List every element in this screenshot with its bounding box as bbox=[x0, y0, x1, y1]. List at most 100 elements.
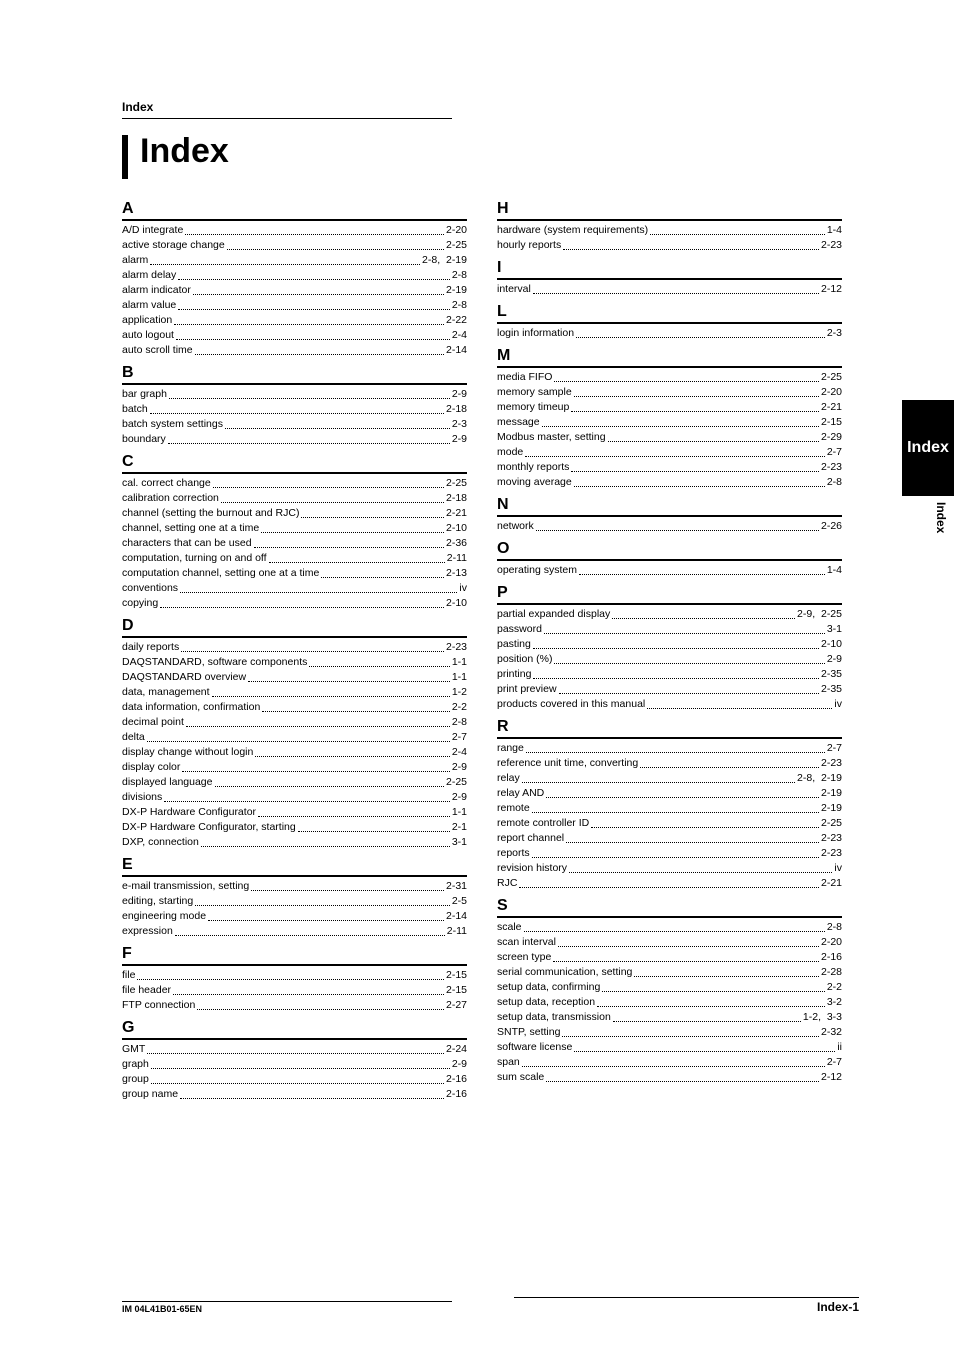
index-leader-dots bbox=[579, 563, 825, 575]
index-page-ref: 2-25 bbox=[821, 370, 842, 385]
index-term: data information, confirmation bbox=[122, 700, 260, 715]
index-page-ref: 2-23 bbox=[821, 460, 842, 475]
index-leader-dots bbox=[546, 786, 819, 798]
index-page-ref: 2-19 bbox=[821, 786, 842, 801]
index-term: alarm bbox=[122, 253, 148, 268]
index-entry: sum scale2-12 bbox=[497, 1070, 842, 1085]
index-entry: moving average2-8 bbox=[497, 475, 842, 490]
index-entry: alarm value2-8 bbox=[122, 298, 467, 313]
index-entry: decimal point2-8 bbox=[122, 715, 467, 730]
index-leader-dots bbox=[536, 519, 819, 531]
index-term: alarm indicator bbox=[122, 283, 191, 298]
index-section-letter: G bbox=[122, 1019, 467, 1040]
index-leader-dots bbox=[574, 1040, 835, 1052]
index-page-ref: 2-13 bbox=[446, 566, 467, 581]
index-entry: relay AND2-19 bbox=[497, 786, 842, 801]
index-leader-dots bbox=[647, 697, 832, 709]
index-page-ref: 1-1 bbox=[452, 670, 467, 685]
index-entry: network2-26 bbox=[497, 519, 842, 534]
index-entry: report channel2-23 bbox=[497, 831, 842, 846]
index-page-ref: 1-1 bbox=[452, 655, 467, 670]
index-term: print preview bbox=[497, 682, 557, 697]
index-term: printing bbox=[497, 667, 531, 682]
index-term: Modbus master, setting bbox=[497, 430, 606, 445]
index-page-ref: 2-7 bbox=[827, 741, 842, 756]
index-entry: password3-1 bbox=[497, 622, 842, 637]
index-leader-dots bbox=[602, 980, 825, 992]
index-section: Nnetwork2-26 bbox=[497, 496, 842, 534]
index-section-letter: F bbox=[122, 945, 467, 966]
running-head: Index bbox=[122, 100, 153, 114]
index-section: Rrange2-7reference unit time, converting… bbox=[497, 718, 842, 891]
index-entry: GMT2-24 bbox=[122, 1042, 467, 1057]
index-leader-dots bbox=[254, 536, 444, 548]
index-entry: active storage change2-25 bbox=[122, 238, 467, 253]
index-page-ref: 2-20 bbox=[821, 385, 842, 400]
index-leader-dots bbox=[213, 476, 444, 488]
index-leader-dots bbox=[197, 998, 444, 1010]
index-term: data, management bbox=[122, 685, 210, 700]
index-leader-dots bbox=[597, 995, 825, 1007]
index-section: AA/D integrate2-20active storage change2… bbox=[122, 200, 467, 358]
index-entry: daily reports2-23 bbox=[122, 640, 467, 655]
index-section-letter: O bbox=[497, 540, 842, 561]
index-leader-dots bbox=[554, 652, 824, 664]
index-leader-dots bbox=[544, 622, 825, 634]
index-page-ref: 2-14 bbox=[446, 343, 467, 358]
index-leader-dots bbox=[571, 400, 819, 412]
index-page-ref: 2-29 bbox=[821, 430, 842, 445]
index-page-ref: 2-12 bbox=[821, 282, 842, 297]
index-page-ref: 2-7 bbox=[452, 730, 467, 745]
index-entry: DX-P Hardware Configurator, starting2-1 bbox=[122, 820, 467, 835]
index-entry: A/D integrate2-20 bbox=[122, 223, 467, 238]
index-term: FTP connection bbox=[122, 998, 195, 1013]
index-leader-dots bbox=[576, 326, 825, 338]
index-page-ref: iv bbox=[834, 697, 842, 712]
index-section-letter: E bbox=[122, 856, 467, 877]
index-entry: scale2-8 bbox=[497, 920, 842, 935]
index-page-ref: 2-8 bbox=[827, 475, 842, 490]
index-page-ref: 2-8 bbox=[827, 920, 842, 935]
index-entry: computation, turning on and off2-11 bbox=[122, 551, 467, 566]
index-leader-dots bbox=[612, 607, 795, 619]
index-term: GMT bbox=[122, 1042, 145, 1057]
index-page-ref: 2-25 bbox=[446, 238, 467, 253]
index-leader-dots bbox=[176, 328, 450, 340]
index-page-ref: 1-4 bbox=[827, 563, 842, 578]
index-entry: divisions2-9 bbox=[122, 790, 467, 805]
index-leader-dots bbox=[558, 935, 819, 947]
index-entry: bar graph2-9 bbox=[122, 387, 467, 402]
index-term: media FIFO bbox=[497, 370, 552, 385]
index-leader-dots bbox=[147, 1042, 444, 1054]
index-leader-dots bbox=[533, 667, 819, 679]
index-leader-dots bbox=[173, 983, 444, 995]
index-page-ref: 2-27 bbox=[446, 998, 467, 1013]
index-term: reports bbox=[497, 846, 530, 861]
index-section-letter: M bbox=[497, 347, 842, 368]
index-entry: monthly reports2-23 bbox=[497, 460, 842, 475]
index-leader-dots bbox=[613, 1010, 801, 1022]
index-page-ref: 2-25 bbox=[446, 476, 467, 491]
index-section-letter: N bbox=[497, 496, 842, 517]
index-section: GGMT2-24graph2-9group2-16group name2-16 bbox=[122, 1019, 467, 1102]
index-page-ref: 3-2 bbox=[827, 995, 842, 1010]
index-leader-dots bbox=[164, 790, 450, 802]
index-leader-dots bbox=[309, 655, 449, 667]
index-section-letter: I bbox=[497, 259, 842, 280]
index-term: remote controller ID bbox=[497, 816, 589, 831]
index-page-ref: 2-7 bbox=[827, 1055, 842, 1070]
index-term: editing, starting bbox=[122, 894, 193, 909]
index-term: display color bbox=[122, 760, 180, 775]
index-page-ref: 2-18 bbox=[446, 402, 467, 417]
index-term: DX-P Hardware Configurator bbox=[122, 805, 256, 820]
title-accent-bar bbox=[122, 135, 128, 179]
index-leader-dots bbox=[147, 730, 450, 742]
index-entry: batch2-18 bbox=[122, 402, 467, 417]
index-page-ref: 2-11 bbox=[447, 924, 467, 939]
index-term: DX-P Hardware Configurator, starting bbox=[122, 820, 296, 835]
index-term: position (%) bbox=[497, 652, 552, 667]
index-page-ref: 2-8 bbox=[452, 715, 467, 730]
index-term: screen type bbox=[497, 950, 551, 965]
index-section: Mmedia FIFO2-25memory sample2-20memory t… bbox=[497, 347, 842, 490]
index-entry: auto logout2-4 bbox=[122, 328, 467, 343]
